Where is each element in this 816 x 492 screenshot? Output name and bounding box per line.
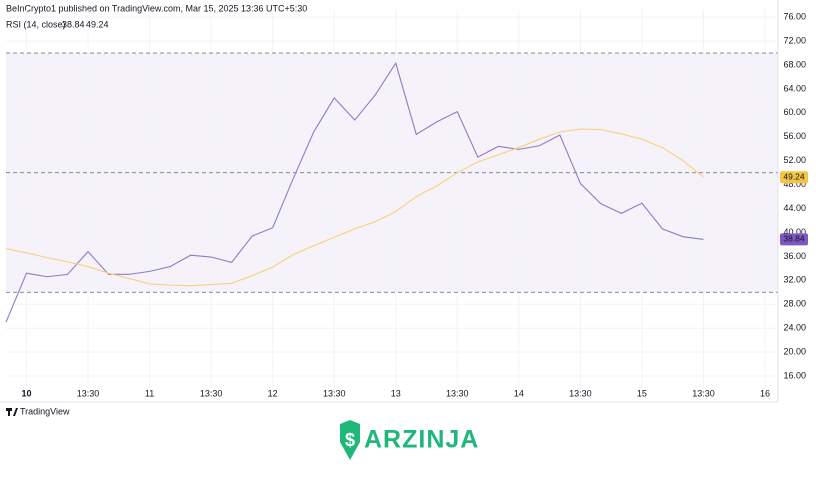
header: BeInCrypto1 published on TradingView.com… (6, 3, 307, 13)
legend-value: 49.24 (86, 19, 109, 29)
x-tick-label: 16 (760, 388, 770, 398)
x-tick-label: 13:30 (446, 388, 469, 398)
series-line (5, 61, 704, 323)
series-line (5, 128, 704, 287)
x-tick-label: 13:30 (77, 388, 100, 398)
last-value-label: 49.24 (783, 171, 805, 181)
last-value-badge (780, 233, 808, 246)
indicator-title: RSI (14, close) (6, 19, 66, 29)
x-tick-label: 14 (514, 388, 524, 398)
logo-icon (6, 408, 18, 416)
x-tick-label: 15 (637, 388, 647, 398)
x-tick-label: 12 (268, 388, 278, 398)
last-value-badge (780, 171, 808, 184)
y-tick-label: 60.00 (783, 107, 806, 117)
last-value-label: 38.84 (783, 234, 805, 244)
watermark-icon-glyph: $ (345, 430, 355, 450)
y-tick-label: 68.00 (783, 59, 806, 69)
y-tick-label: 28.00 (783, 299, 806, 309)
x-tick-label: 13:30 (569, 388, 592, 398)
x-tick-label: 13:30 (200, 388, 223, 398)
y-tick-label: 48.00 (783, 179, 806, 189)
y-tick-label: 16.00 (783, 370, 806, 380)
x-tick-label: 13:30 (692, 388, 715, 398)
y-tick-label: 52.00 (783, 155, 806, 165)
footer-logo: TradingView (20, 406, 70, 416)
legend-value: 38.84 (62, 19, 85, 29)
watermark-logo: $ ARZINJA (340, 420, 479, 460)
y-tick-label: 44.00 (783, 203, 806, 213)
x-tick-label: 13 (391, 388, 401, 398)
tradingview-logo: TradingView (6, 406, 70, 416)
x-tick-label: 10 (22, 388, 32, 398)
watermark: ARZINJA (364, 426, 479, 454)
y-tick-label: 20.00 (783, 346, 806, 356)
watermark-icon (340, 420, 360, 460)
y-tick-label: 24.00 (783, 323, 806, 333)
x-tick-label: 11 (145, 388, 154, 398)
y-tick-label: 36.00 (783, 251, 806, 261)
y-tick-label: 64.00 (783, 83, 806, 93)
y-tick-label: 72.00 (783, 35, 806, 45)
x-tick-label: 13:30 (323, 388, 346, 398)
plot (5, 10, 778, 388)
y-tick-label: 40.00 (783, 227, 806, 237)
y-tick-label: 56.00 (783, 131, 806, 141)
y-tick-label: 32.00 (783, 275, 806, 285)
y-tick-label: 76.00 (783, 12, 806, 22)
